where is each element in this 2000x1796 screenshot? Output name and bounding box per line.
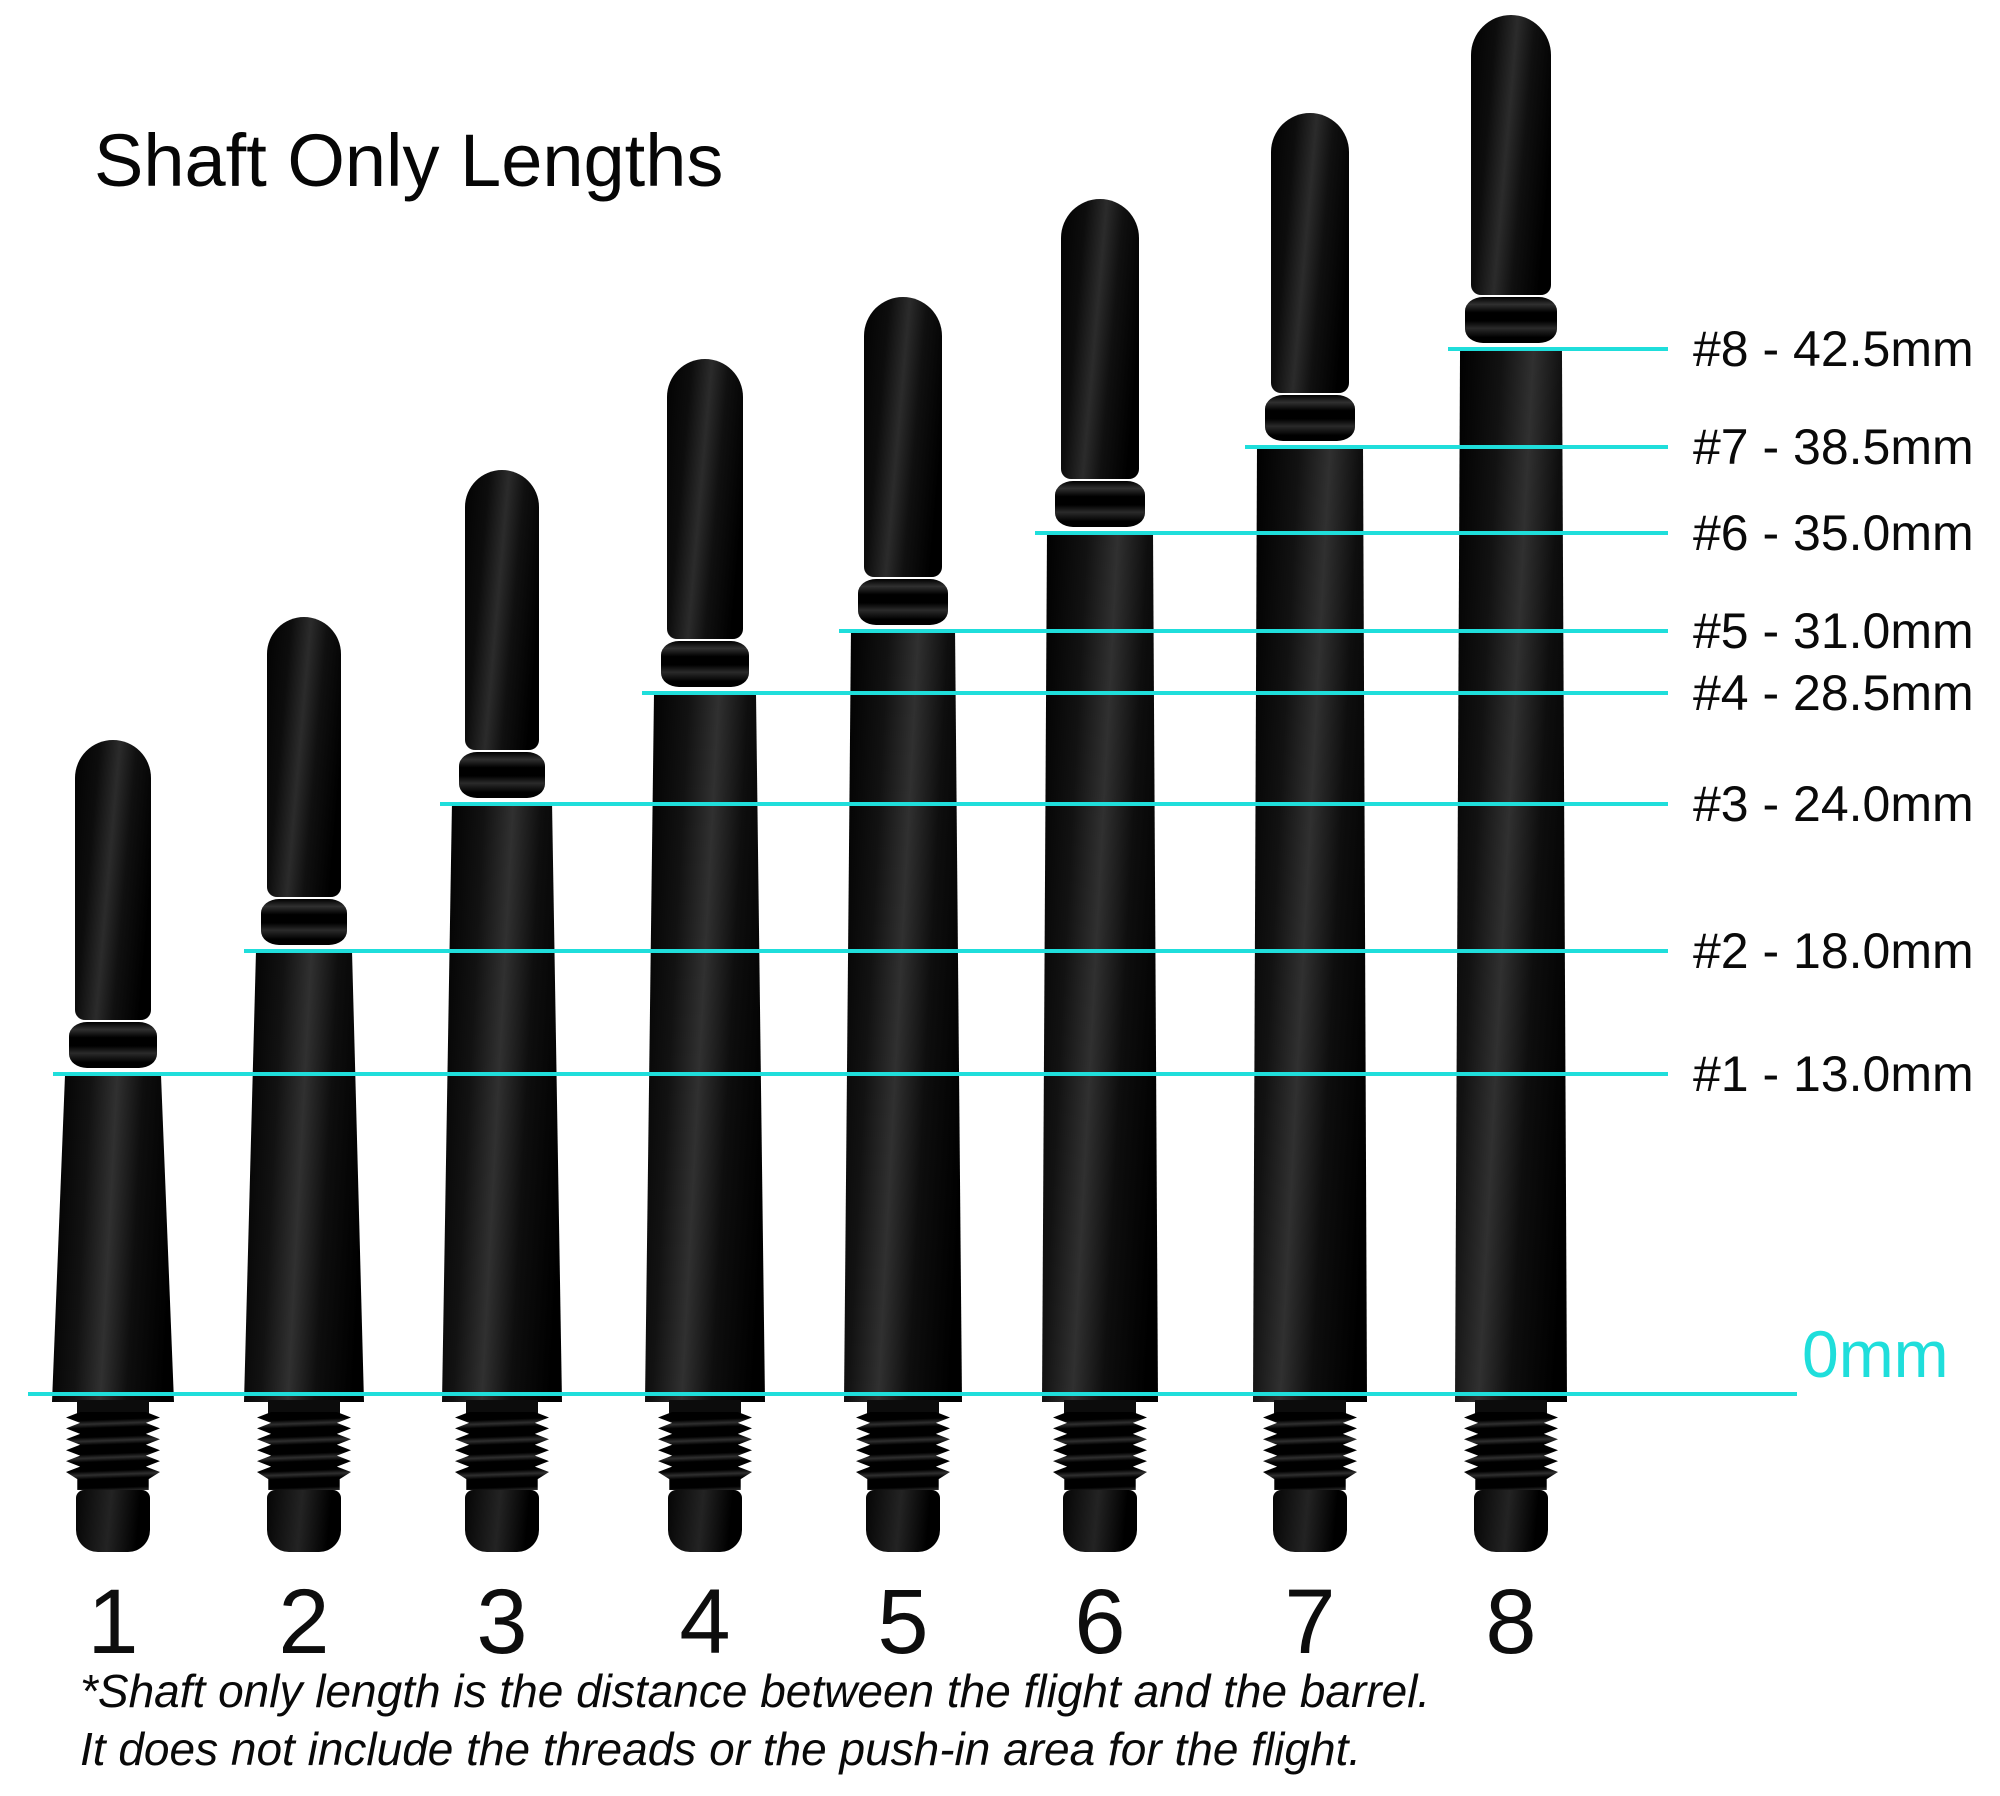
zero-line — [28, 1392, 1797, 1396]
shaft-thread-collar — [466, 1400, 538, 1414]
measurement-line — [53, 1072, 1668, 1076]
shaft-body — [1455, 349, 1567, 1402]
shaft-threads — [257, 1412, 351, 1490]
shaft-end-tip — [267, 1490, 341, 1552]
shaft-threads — [658, 1412, 752, 1490]
shaft-end-tip — [465, 1490, 539, 1552]
measurement-line — [642, 691, 1668, 695]
shaft-neck-rings — [261, 899, 347, 945]
shaft-body — [1253, 447, 1367, 1402]
shaft-cap — [667, 359, 743, 639]
shaft-cap — [267, 617, 341, 897]
footnote-line-2: It does not include the threads or the p… — [80, 1723, 1362, 1775]
shaft-threads — [1464, 1412, 1558, 1490]
shaft-end-tip — [1474, 1490, 1548, 1552]
shaft-end-tip — [866, 1490, 940, 1552]
measurement-line — [1245, 445, 1668, 449]
shaft-thread-collar — [1475, 1400, 1547, 1414]
shaft-number: 8 — [1485, 1571, 1537, 1673]
shaft-number: 7 — [1284, 1571, 1336, 1673]
shaft-body — [52, 1074, 174, 1402]
shaft-number: 1 — [87, 1571, 139, 1673]
footnote-line-1: *Shaft only length is the distance betwe… — [80, 1665, 1431, 1717]
shaft-body — [244, 951, 364, 1402]
shaft-threads — [856, 1412, 950, 1490]
shaft-number: 5 — [877, 1571, 929, 1673]
shaft-thread-collar — [77, 1400, 149, 1414]
shaft-body — [645, 693, 765, 1402]
shaft-cap — [465, 470, 539, 750]
shaft-thread-collar — [1064, 1400, 1136, 1414]
shaft-threads — [66, 1412, 160, 1490]
shaft-neck-rings — [459, 752, 545, 798]
shaft-end-tip — [76, 1490, 150, 1552]
shaft-end-tip — [1063, 1490, 1137, 1552]
shaft-cap — [1471, 15, 1551, 295]
shaft-thread-collar — [867, 1400, 939, 1414]
shaft-threads — [1263, 1412, 1357, 1490]
measurement-label: #3 - 24.0mm — [1693, 776, 1974, 832]
shaft-cap — [864, 297, 942, 577]
shaft-cap — [1271, 113, 1349, 393]
footnote: *Shaft only length is the distance betwe… — [80, 1662, 1430, 1778]
measurement-label: #4 - 28.5mm — [1693, 665, 1974, 721]
measurement-label: #6 - 35.0mm — [1693, 505, 1974, 561]
shaft-body — [1042, 533, 1158, 1402]
measurement-label: #5 - 31.0mm — [1693, 603, 1974, 659]
shaft-number: 4 — [679, 1571, 731, 1673]
shaft-threads — [455, 1412, 549, 1490]
zero-label: 0mm — [1802, 1317, 1949, 1391]
measurement-line — [440, 802, 1668, 806]
shaft-body — [844, 631, 962, 1402]
shaft-end-tip — [1273, 1490, 1347, 1552]
shaft-neck-rings — [858, 579, 948, 625]
diagram-title: Shaft Only Lengths — [94, 119, 724, 202]
measurement-label: #8 - 42.5mm — [1693, 321, 1974, 377]
measurement-label: #2 - 18.0mm — [1693, 923, 1974, 979]
shaft-number: 2 — [278, 1571, 330, 1673]
shaft-thread-collar — [669, 1400, 741, 1414]
shaft-number: 3 — [476, 1571, 528, 1673]
shaft-neck-rings — [1055, 481, 1145, 527]
shaft-neck-rings — [1265, 395, 1355, 441]
shaft-cap — [1061, 199, 1139, 479]
shaft-thread-collar — [268, 1400, 340, 1414]
measurement-line — [1035, 531, 1668, 535]
measurement-line — [1448, 347, 1668, 351]
shaft-number: 6 — [1074, 1571, 1126, 1673]
shaft-end-tip — [668, 1490, 742, 1552]
shaft-neck-rings — [661, 641, 749, 687]
measurement-label: #1 - 13.0mm — [1693, 1046, 1974, 1102]
shaft-cap — [75, 740, 151, 1020]
shaft-thread-collar — [1274, 1400, 1346, 1414]
shaft-body — [442, 804, 562, 1402]
measurement-label: #7 - 38.5mm — [1693, 419, 1974, 475]
shaft-threads — [1053, 1412, 1147, 1490]
shaft-neck-rings — [69, 1022, 157, 1068]
shaft-neck-rings — [1465, 297, 1557, 343]
measurement-line — [244, 949, 1668, 953]
measurement-line — [839, 629, 1668, 633]
